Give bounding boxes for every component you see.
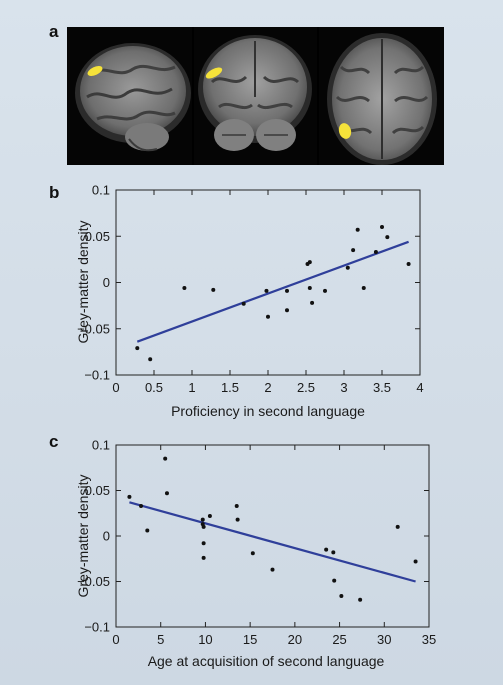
data-point [406,262,411,266]
activation-blob [87,66,103,76]
y-tick-label: 0 [103,275,110,290]
data-point [211,287,216,292]
y-tick-label: −0.1 [84,620,110,635]
x-tick-label: 1 [188,380,195,395]
data-point [358,597,363,602]
panel-label-a: a [49,22,59,41]
x-tick-label: 0 [112,632,119,647]
mri-slices [67,27,444,165]
activation-blob [205,67,223,79]
x-axis-label: Age at acquisition of second language [148,653,385,669]
x-tick-label: 25 [332,632,346,647]
data-point [339,594,344,599]
data-point [234,503,239,508]
x-tick-label: 35 [422,632,436,647]
x-axis-label: Proficiency in second language [171,403,365,419]
x-tick-label: 2 [264,380,271,395]
data-point [355,227,360,232]
x-tick-label: 0 [112,380,119,395]
data-point [164,491,169,496]
y-tick-label: 0.1 [92,438,110,453]
x-tick-label: 3.5 [373,380,391,395]
data-point [250,551,255,556]
data-point [351,248,356,253]
data-point [207,513,212,518]
mri-coronal-slice [194,27,317,165]
y-axis-label: Grey-matter density [75,221,91,344]
y-tick-label: −0.05 [77,321,110,336]
data-point [331,550,336,555]
regression-line [136,240,409,343]
data-point [266,314,270,319]
data-point [270,567,275,572]
x-tick-label: 30 [377,632,391,647]
activation-blob [338,123,352,139]
data-point [285,308,289,313]
y-tick-label: 0.1 [92,183,110,198]
data-point [182,286,187,291]
scatter-plot-proficiency: 0 0.5 1 1.5 2 2.5 3 3.5 4 0.1 0.05 0 −0.05 −0.1 Profi… [75,183,424,420]
data-point [373,249,378,254]
x-tick-label: 15 [243,632,257,647]
data-point [200,517,205,522]
y-axis-label: Grey-matter density [75,475,91,598]
data-point [145,528,150,533]
y-tick-label: 0.05 [85,483,110,498]
mri-sagittal-slice [67,27,192,165]
data-point [345,265,350,270]
data-point [135,346,140,351]
data-point [285,288,289,293]
data-point [201,524,206,529]
regression-line [129,501,416,583]
x-tick-label: 4 [416,380,423,395]
data-point [139,503,144,508]
data-point [324,547,329,552]
data-point [332,578,337,583]
mri-axial-slice [319,27,444,165]
panel-label-b: b [49,183,60,202]
x-tick-label: 2.5 [297,380,315,395]
data-point [380,225,384,229]
data-point [323,288,327,293]
x-tick-label: 3 [340,380,347,395]
x-tick-label: 1.5 [221,380,239,395]
x-tick-label: 10 [198,632,212,647]
data-point [241,301,246,306]
data-point [148,357,153,362]
data-point [163,456,168,461]
plot-frame [115,444,430,628]
data-point [310,300,315,305]
x-tick-label: 20 [288,632,302,647]
data-point [235,517,240,522]
x-tick-label: 5 [157,632,164,647]
panel-label-c: c [49,432,59,451]
data-point [264,288,269,293]
y-tick-label: −0.05 [77,574,110,589]
data-point [201,541,206,546]
plot-frame [115,189,421,376]
x-tick-label: 0.5 [145,380,163,395]
scatter-plot-age-of-acquisition: 0 5 10 15 20 25 30 35 0.1 0.05 0 −0.05 −0.1 Age at a… [75,438,436,670]
data-point [201,555,206,560]
data-point [395,524,400,529]
data-point [361,286,366,291]
data-point [307,260,312,265]
data-point [413,559,418,564]
y-tick-label: 0.05 [85,229,110,244]
data-point [307,286,312,291]
data-point [385,235,390,240]
y-tick-label: 0 [103,529,110,544]
y-tick-label: −0.1 [84,368,110,383]
data-point [127,494,132,499]
